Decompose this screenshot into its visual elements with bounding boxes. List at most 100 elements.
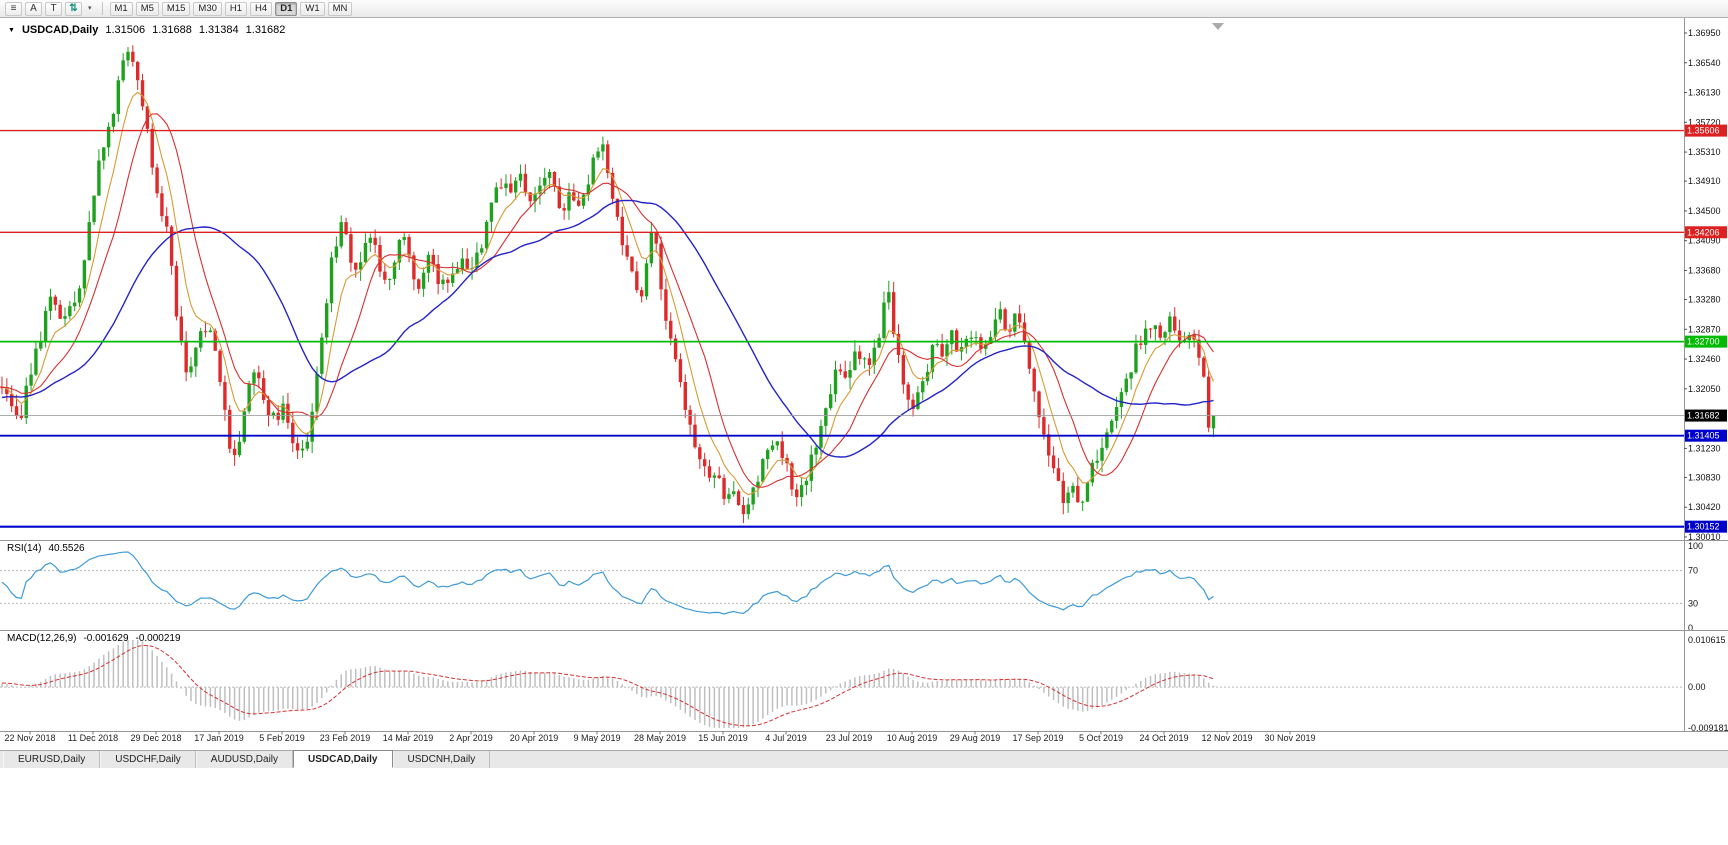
chart-tab-bar: EURUSD,Daily USDCHF,Daily AUDUSD,Daily USDC… [0, 750, 1728, 768]
price-scale[interactable] [1684, 18, 1728, 732]
candle-body [620, 216, 624, 246]
candle-body [940, 344, 944, 357]
timeframe-button-w1[interactable]: W1 [300, 1, 325, 16]
candle-body [751, 487, 755, 505]
level-badge [1685, 520, 1727, 533]
timeframe-button-d1[interactable]: D1 [275, 1, 298, 16]
candlestick-series [0, 45, 1216, 524]
candle-body [1119, 392, 1124, 408]
rsi-scale-label: 70 [1688, 566, 1698, 576]
candle-body [150, 128, 154, 168]
tab-audusd-daily[interactable]: AUDUSD,Daily [195, 751, 294, 768]
candle-body [911, 399, 915, 409]
price-tick-label: 1.32460 [1688, 354, 1721, 364]
candle-body [1066, 492, 1070, 504]
switch-symbol-button[interactable]: ⇅ [65, 1, 82, 16]
candle-body [242, 411, 246, 442]
candle-body [887, 292, 891, 303]
candle-body [223, 381, 227, 410]
top-toolbar: ≡ A T ⇅ ▾ M1 M5 M15 M30 H1 H4 D1 W1 MN [0, 0, 1728, 18]
candle-body [126, 51, 130, 61]
menu-icon[interactable]: ≡ [5, 1, 22, 16]
candle-body [106, 126, 111, 148]
timeframe-button-mn[interactable]: MN [327, 1, 353, 16]
timeframe-button-h4[interactable]: H4 [250, 1, 273, 16]
chart-shift-marker[interactable] [1212, 23, 1224, 30]
tab-eurusd-daily[interactable]: EURUSD,Daily [3, 751, 101, 768]
title-open: 1.31506 [105, 24, 146, 36]
candle-body [252, 372, 256, 384]
timeframe-button-m30[interactable]: M30 [193, 1, 222, 16]
candle-body [518, 173, 523, 181]
candle-body [261, 378, 266, 400]
candle-body [552, 171, 557, 187]
date-label: 4 Jul 2019 [765, 733, 807, 743]
candle-body [1110, 420, 1114, 433]
candle-body [562, 208, 566, 211]
candle-body [111, 113, 116, 127]
candle-body [1061, 480, 1065, 504]
price-tick-label: 1.30010 [1688, 532, 1721, 542]
candle-body [1129, 372, 1133, 379]
candle-body [208, 330, 213, 333]
candle-body [567, 192, 571, 211]
candle-body [838, 369, 843, 372]
candle-body [1158, 325, 1162, 338]
candle-body [756, 481, 760, 488]
candle-body [891, 292, 896, 334]
candle-body [630, 256, 634, 272]
candle-body [392, 262, 397, 279]
current-price-badge [1685, 409, 1727, 422]
candle-body [271, 412, 276, 416]
candle-body [82, 260, 87, 289]
candle-body [1032, 368, 1036, 392]
candle-body [460, 258, 465, 270]
candle-body [683, 382, 687, 410]
candle-body [475, 252, 479, 269]
candle-body [877, 337, 881, 348]
candle-body [882, 302, 886, 338]
tab-usdcad-daily[interactable]: USDCAD,Daily [293, 750, 393, 768]
arrow-tool-button[interactable]: A [25, 1, 42, 16]
candle-body [324, 303, 329, 338]
candle-body [373, 237, 377, 245]
candle-body [601, 144, 605, 152]
candle-body [896, 333, 901, 356]
candle-body [121, 60, 125, 81]
timeframe-button-m1[interactable]: M1 [109, 1, 133, 16]
timeframe-button-m15[interactable]: M15 [161, 1, 191, 16]
candle-body [334, 246, 339, 258]
collapse-chart-icon[interactable]: ▼ [8, 26, 15, 34]
timeframe-button-h1[interactable]: H1 [224, 1, 248, 16]
candle-body [53, 296, 58, 305]
price-tick-label: 1.35720 [1688, 117, 1721, 127]
candle-body [688, 409, 692, 425]
timeframe-button-m5[interactable]: M5 [135, 1, 159, 16]
candle-body [1037, 391, 1041, 418]
candle-body [310, 411, 314, 442]
candle-body [848, 369, 852, 378]
date-label: 17 Sep 2019 [1012, 733, 1063, 743]
tab-usdchf-daily[interactable]: USDCHF,Daily [100, 751, 196, 768]
candle-body [446, 279, 450, 283]
date-label: 12 Nov 2019 [1201, 733, 1252, 743]
candle-body [213, 330, 217, 351]
tool-dropdown-caret[interactable]: ▾ [88, 4, 92, 12]
candle-body [814, 447, 818, 455]
macd-main-value: -0.001629 [83, 633, 129, 644]
candle-body [988, 336, 993, 344]
time-scale[interactable] [0, 732, 1728, 750]
text-tool-button[interactable]: T [45, 1, 62, 16]
candle-body [1042, 417, 1046, 435]
candle-body [14, 406, 19, 417]
candle-body [761, 459, 765, 482]
candle-body [286, 403, 290, 423]
current-price-badge-label: 1.31682 [1687, 411, 1720, 421]
candle-body [155, 167, 159, 194]
price-tick-label: 1.30420 [1688, 502, 1721, 512]
candle-body [901, 355, 906, 385]
candle-body [664, 289, 668, 321]
tab-usdcnh-daily[interactable]: USDCNH,Daily [392, 751, 491, 768]
candle-body [1173, 316, 1177, 331]
